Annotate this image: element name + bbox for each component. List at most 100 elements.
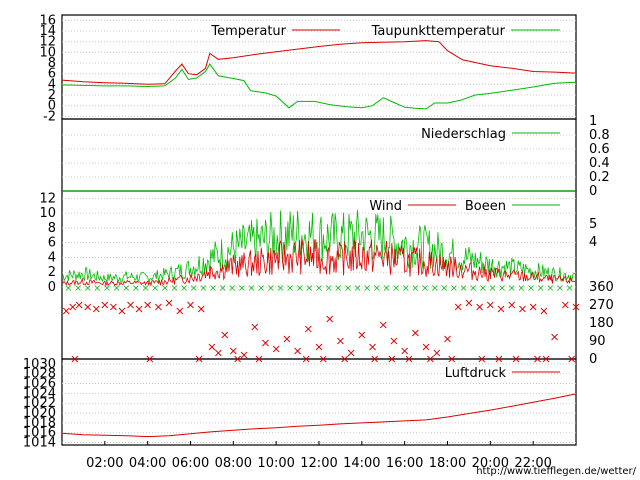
wind-zero-marker	[229, 285, 236, 291]
wind-direction-point	[84, 303, 92, 311]
temp-y-tick: 10	[39, 45, 56, 60]
wind-zero-marker	[518, 285, 525, 291]
legend-gust-label: Boeen	[465, 199, 506, 214]
wind-direction-point	[62, 307, 70, 315]
wind-zero-marker	[142, 285, 149, 291]
wind-direction-point	[315, 343, 323, 351]
series-layer	[61, 40, 580, 438]
wind-zero-marker	[364, 285, 370, 291]
wind-direction-point	[512, 355, 520, 363]
credit-url: http://www.tiefflegen.de/wetter/	[476, 466, 636, 477]
wind-direction-point	[319, 355, 327, 363]
wind-zero-marker	[508, 285, 515, 291]
wind-direction-point	[542, 355, 550, 363]
temperature-line	[61, 40, 577, 85]
wind-direction-point	[251, 323, 259, 331]
wind-zero-marker	[152, 285, 158, 291]
wind-zero-marker	[133, 285, 139, 291]
wind-direction-point	[197, 305, 205, 313]
temp-y-tick: 0	[48, 99, 56, 114]
wind-zero-marker	[499, 285, 505, 291]
wind-zero-marker	[460, 285, 467, 291]
wind-direction-point	[272, 345, 280, 353]
wind-y-tick: 12	[39, 191, 56, 206]
wind-panel-frame	[61, 190, 577, 360]
wind-direction-point	[371, 355, 379, 363]
x-tick-label: 04:00	[129, 456, 166, 471]
wind-zero-marker	[268, 285, 274, 291]
wind-direction-point	[326, 315, 334, 323]
wind-direction-point	[176, 307, 184, 315]
wind-zero-marker	[566, 285, 573, 291]
wind-zero-marker	[296, 285, 303, 291]
wind-direction-point	[304, 325, 312, 333]
precip-y-tick: 0	[589, 184, 597, 199]
wind-direction-point	[347, 349, 355, 357]
wind-direction-point	[508, 301, 516, 309]
wind-zero-marker	[480, 285, 486, 291]
x-tick-label: 20:00	[472, 456, 509, 471]
wind-zero-marker	[200, 285, 207, 291]
wind-zero-marker	[94, 285, 101, 291]
wind-zero-marker	[248, 285, 255, 291]
precip-y-tick: 0.4	[589, 156, 610, 171]
wind-direction-point	[401, 347, 408, 355]
temp-y-tick: 8	[48, 56, 56, 71]
wind-zero-marker	[451, 285, 457, 291]
wind-direction-point	[283, 335, 291, 343]
pressure-y-tick: 1018	[23, 416, 56, 431]
wind-direction-point	[135, 305, 143, 313]
wind-direction-point	[519, 305, 526, 313]
pressure-y-tick: 1026	[23, 377, 56, 392]
wind-direction-point	[358, 331, 366, 339]
x-tick-label: 02:00	[86, 456, 123, 471]
wind-zero-marker	[258, 285, 264, 291]
wind-direction-point	[433, 349, 441, 357]
legend-precipitation-label: Niederschlag	[421, 127, 506, 142]
wind-direction-point	[165, 299, 173, 307]
wind-zero-marker	[287, 285, 293, 291]
wind-direction-point	[388, 355, 396, 363]
temp-y-tick: 12	[39, 35, 56, 50]
wind-direction-point	[487, 301, 494, 309]
wind-y-tick: 8	[48, 221, 56, 236]
wind-direction-point	[478, 355, 486, 363]
pressure-y-tick: 1024	[23, 386, 56, 401]
wind-direction-point	[101, 301, 109, 309]
x-tick-label: 08:00	[215, 456, 252, 471]
wind-right-speed-tick: 5	[589, 217, 597, 232]
wind-zero-marker	[547, 285, 554, 291]
temp-y-tick: 16	[39, 13, 56, 28]
wind-zero-marker	[123, 285, 130, 291]
wind-direction-point	[337, 337, 344, 345]
wind-speed-line	[61, 238, 576, 288]
wind-zero-marker	[316, 285, 322, 291]
wind-direction-point	[497, 305, 505, 313]
wind-direction-point	[240, 351, 248, 359]
pressure-y-tick: 1016	[23, 426, 56, 441]
pressure-y-tick: 1028	[23, 367, 56, 382]
temp-y-tick: 2	[48, 88, 56, 103]
wind-direction-point	[302, 355, 310, 363]
legend-wind-label: Wind	[369, 199, 402, 214]
wind-direction-point	[422, 343, 430, 351]
wind-direction-point	[369, 343, 376, 351]
wind-direction-point	[390, 337, 398, 345]
wind-direction-point	[195, 355, 203, 363]
wind-zero-marker	[162, 285, 168, 291]
wind-direction-point	[412, 329, 419, 337]
wind-zero-marker	[190, 285, 197, 291]
precip-y-tick: 1	[589, 114, 597, 129]
wind-direction-point	[262, 339, 269, 347]
pressure-y-tick: 1020	[23, 406, 56, 421]
dewpoint-line	[61, 63, 577, 110]
temp-y-tick: 6	[48, 67, 56, 82]
x-tick-label: 22:00	[514, 456, 551, 471]
wind-zero-marker	[354, 285, 361, 291]
x-tick-label: 18:00	[429, 456, 466, 471]
wind-direction-point	[110, 303, 117, 311]
pressure-y-tick: 1030	[23, 357, 56, 372]
wind-direction-point	[427, 355, 434, 363]
temp-y-tick: 14	[39, 24, 56, 39]
